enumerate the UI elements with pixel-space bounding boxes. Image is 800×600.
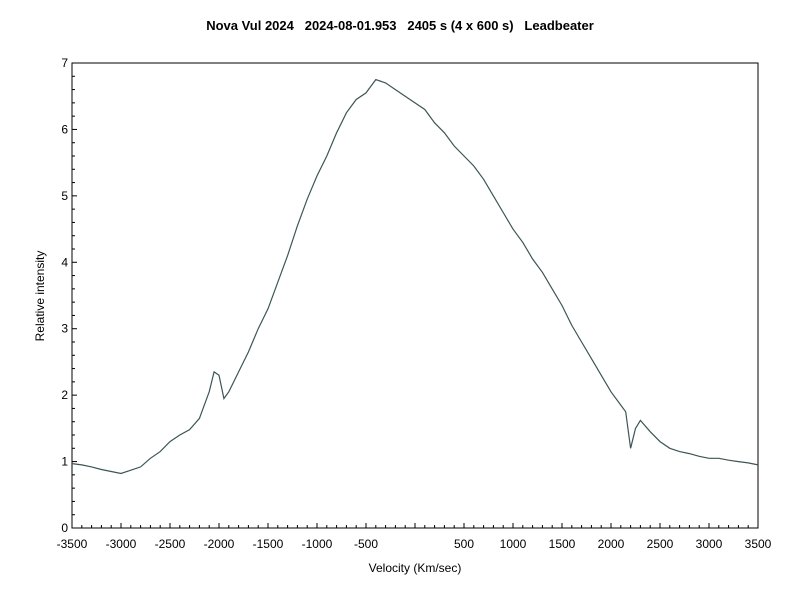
x-tick-label: 2500 — [647, 537, 674, 551]
chart-title: Nova Vul 2024 2024-08-01.953 2405 s (4 x… — [206, 18, 594, 33]
x-tick-label: 1500 — [549, 537, 576, 551]
y-tick-label: 0 — [61, 521, 68, 535]
y-tick-label: 3 — [61, 322, 68, 336]
x-tick-label: 1000 — [500, 537, 527, 551]
x-tick-label: -1500 — [253, 537, 284, 551]
y-tick-label: 5 — [61, 189, 68, 203]
spectrum-line — [71, 78, 759, 475]
y-tick-label: 7 — [61, 56, 68, 70]
y-tick-label: 6 — [61, 122, 68, 136]
x-tick-label: 500 — [454, 537, 474, 551]
x-tick-label: 3000 — [696, 537, 723, 551]
y-tick-label: 2 — [61, 388, 68, 402]
x-tick-label: -500 — [354, 537, 378, 551]
x-tick-label: -3000 — [106, 537, 137, 551]
x-tick-label: -3500 — [57, 537, 88, 551]
x-tick-label: -1000 — [302, 537, 333, 551]
plot-frame — [71, 62, 759, 529]
x-tick-label: -2500 — [155, 537, 186, 551]
x-axis-label: Velocity (Km/sec) — [369, 561, 462, 575]
x-tick-label: 3500 — [745, 537, 772, 551]
y-tick-label: 1 — [61, 455, 68, 469]
y-tick-label: 4 — [61, 255, 68, 269]
y-axis-label: Relative intensity — [33, 251, 47, 342]
x-tick-label: 2000 — [598, 537, 625, 551]
x-tick-label: -2000 — [204, 537, 235, 551]
